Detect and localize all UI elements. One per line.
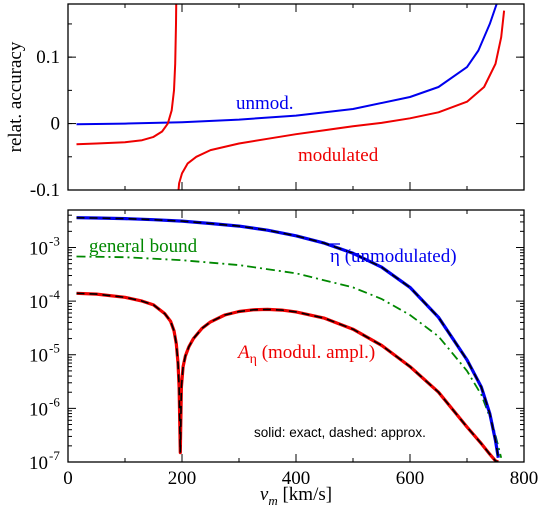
bot-ytick-label-3: 10 <box>29 292 48 313</box>
xlabel-unit: [km/s] <box>278 484 332 505</box>
top-series-1-seg-1 <box>177 10 506 190</box>
bot-xtick-label-4: 800 <box>510 468 539 489</box>
top-ytick-label-2: 0.1 <box>36 47 60 68</box>
annotation-unmodulated: η (unmodulated) <box>330 243 457 267</box>
top-frame <box>67 3 525 191</box>
unmodulated-label: (unmodulated) <box>340 246 457 267</box>
modul-ampl-label: (modul. ampl.) <box>257 342 375 363</box>
bot-ytick-exp-1: -6 <box>49 394 60 409</box>
bot-ytick-exp-0: -7 <box>49 448 60 463</box>
series-modulated-approx <box>76 292 499 462</box>
bot-ytick-exp-2: -5 <box>49 341 60 356</box>
series-unmodulated-approx <box>76 216 500 458</box>
bottom-lines <box>76 216 503 462</box>
bot-xtick-label-2: 400 <box>282 468 311 489</box>
series-general-bound <box>76 255 503 459</box>
top-series-1-seg-0 <box>76 4 178 146</box>
annotation-unmod: unmod. <box>236 93 294 114</box>
bottom-frame <box>67 209 525 463</box>
bot-xtick-label-0: 0 <box>63 468 73 489</box>
bot-ytick-exp-3: -4 <box>49 287 60 302</box>
bot-ytick-label-2: 10 <box>29 346 48 367</box>
top-lines <box>76 4 506 190</box>
bot-ytick-label-0: 10 <box>29 453 48 474</box>
annotation-modulated: modulated <box>298 145 379 166</box>
bot-xtick-label-3: 600 <box>396 468 425 489</box>
svg-text:η (unmodulated): η (unmodulated) <box>330 246 457 267</box>
A-subscript: η <box>250 352 257 367</box>
top-ytick-label-0: -0.1 <box>30 180 60 201</box>
top-ytick-label-1: 0 <box>51 114 61 135</box>
legend-note: solid: exact, dashed: approx. <box>254 425 426 440</box>
bottom-xlabel: vm [km/s] <box>260 484 332 508</box>
eta-bar-symbol: η <box>330 246 340 267</box>
bot-ytick-label-1: 10 <box>29 399 48 420</box>
xlabel-v: v <box>260 484 269 505</box>
annotation-general-bound: general bound <box>89 236 198 257</box>
bot-ytick-label-4: 10 <box>29 238 48 259</box>
top-series-0-seg-0 <box>76 4 498 126</box>
top-panel: -0.1 0 0.1 relat. accuracy unmod. modulate… <box>5 3 525 201</box>
bot-xtick-label-1: 200 <box>168 468 197 489</box>
A-symbol: A <box>236 342 250 363</box>
top-ylabel: relat. accuracy <box>5 41 26 152</box>
bot-ytick-exp-4: -3 <box>49 233 60 248</box>
xlabel-sub: m <box>268 493 277 508</box>
annotation-modul-ampl: Aη (modul. ampl.) <box>236 342 375 367</box>
